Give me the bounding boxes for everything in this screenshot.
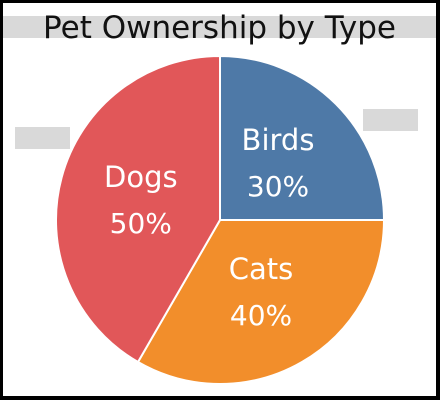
slice-value-birds: 30% [247,170,309,203]
pie-chart: Birds 30% Cats 40% Dogs 50% [55,54,386,385]
gray-bar [15,127,70,149]
slice-label-dogs: Dogs [104,160,178,194]
gray-bar [363,109,418,131]
chart-title: Pet Ownership by Type [43,10,396,46]
gray-bar [3,16,436,38]
pie-slice-birds [219,54,386,221]
slice-value-cats: 40% [230,299,292,332]
chart-frame: Pet Ownership by Type Birds 30% Cats 40% Dog… [3,3,436,396]
pie-slice-cats [136,219,386,385]
pie-slice-dogs [55,54,221,364]
slice-label-birds: Birds [242,123,315,157]
slice-value-dogs: 50% [110,207,172,240]
slice-label-cats: Cats [229,252,294,286]
